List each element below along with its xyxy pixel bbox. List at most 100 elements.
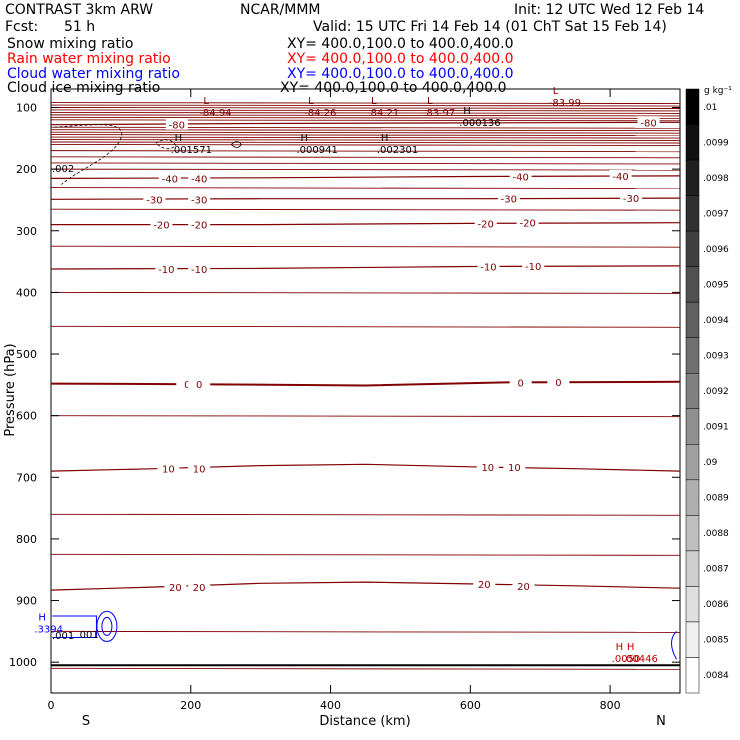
x-axis-title: Distance (km) xyxy=(319,714,410,729)
contour-label-bg xyxy=(188,172,211,184)
background-contour xyxy=(50,109,681,112)
contour-label: 10 xyxy=(193,465,206,476)
legend-cloudwater-label: Cloud water mixing ratio xyxy=(7,66,180,82)
cloudwater-contour xyxy=(96,610,118,642)
contour-label-bg xyxy=(637,116,660,128)
legend-snow-xy: XY= 400.0,100.0 to 400.0,400.0 xyxy=(287,36,514,52)
contour-line--20 xyxy=(51,222,681,226)
y-tick-label: 500 xyxy=(16,348,37,361)
contour-label: -20 xyxy=(478,219,494,230)
extreme-marker-H: H xyxy=(627,642,635,653)
cloudwater-contour xyxy=(101,616,113,636)
plot-frame xyxy=(50,88,681,694)
colorbar-label: .0098 xyxy=(703,174,729,184)
colorbar-swatch xyxy=(685,301,700,338)
legend-cloudice-label: Cloud ice mixing ratio xyxy=(7,80,161,96)
contour-line--80 xyxy=(50,121,681,126)
colorbar-unit: g kg⁻¹ xyxy=(704,86,732,96)
background-contour xyxy=(50,156,681,159)
colorbar-swatch xyxy=(685,657,700,694)
ice-contour xyxy=(231,141,242,148)
background-contour xyxy=(50,136,681,139)
contour-label-bg xyxy=(143,193,166,205)
extreme-marker-H: H xyxy=(38,612,46,623)
extreme-value: .001571 xyxy=(171,145,212,156)
colorbar-swatch xyxy=(685,372,700,410)
contour-label: 0 xyxy=(196,380,202,391)
org-label: NCAR/MMM xyxy=(240,2,321,18)
colorbar-swatch xyxy=(685,444,700,481)
colorbar-label: .0089 xyxy=(703,494,729,504)
background-contour xyxy=(50,667,681,670)
contour-label: -40 xyxy=(162,174,178,185)
extreme-value: -83.99 xyxy=(549,98,581,109)
colorbar-swatch xyxy=(685,159,700,196)
extreme-marker-H: H xyxy=(175,133,183,144)
colorbar-label: .0087 xyxy=(703,565,729,575)
colorbar-swatch xyxy=(685,586,700,623)
contour-label: 0 xyxy=(555,378,561,389)
contour-label: 20 xyxy=(478,580,491,591)
background-contour xyxy=(50,111,681,114)
extreme-marker-L: L xyxy=(371,96,377,107)
contour-label: -10 xyxy=(525,262,541,273)
colorbar-swatch xyxy=(685,124,700,161)
contour-label: -80 xyxy=(640,118,656,129)
extreme-value: .000941 xyxy=(296,145,337,156)
contour-label: -10 xyxy=(158,265,174,276)
background-contour xyxy=(50,245,681,248)
contour-label-bg xyxy=(503,460,526,472)
colorbar-swatch xyxy=(685,88,700,125)
contour-label-bg xyxy=(512,579,535,591)
y-tick-label: 200 xyxy=(16,163,37,176)
ice-contour-label: .001 xyxy=(52,631,74,642)
colorbar-label: .0096 xyxy=(703,245,729,255)
background-contour xyxy=(50,116,681,119)
background-contour xyxy=(50,119,681,122)
background-contour xyxy=(50,187,681,190)
legend-snow-label: Snow mixing ratio xyxy=(7,36,134,52)
contour-label: -30 xyxy=(623,194,639,205)
contour-label: -30 xyxy=(501,195,517,206)
colorbar-label: .0094 xyxy=(703,316,729,326)
contour-line-10 xyxy=(50,463,681,472)
contour-label: -20 xyxy=(519,219,535,230)
extreme-value: .0050 xyxy=(612,654,641,665)
contour-label-bg xyxy=(188,462,211,474)
colorbar-swatch xyxy=(685,479,700,516)
colorbar-label: .0099 xyxy=(703,138,729,148)
x-axis-right-end: N xyxy=(656,714,666,729)
y-tick-label: 100 xyxy=(16,101,37,114)
legend-cloudice-xy: XY= 400.0,100.0 to 400.0,400.0 xyxy=(280,80,507,96)
extreme-value: -84.21 xyxy=(367,108,399,119)
y-tick-label: 400 xyxy=(16,286,37,299)
cloudwater-contour xyxy=(671,631,677,660)
ice-contour-dashed xyxy=(54,124,123,185)
contour-line-20 xyxy=(50,581,681,591)
colorbar-swatch xyxy=(685,337,700,374)
y-tick-label: 800 xyxy=(16,533,37,546)
init-time: Init: 12 UTC Wed 12 Feb 14 xyxy=(514,2,705,18)
background-contour xyxy=(50,162,681,165)
background-contour xyxy=(50,114,681,117)
contour-label-bg xyxy=(157,462,180,474)
background-contour xyxy=(50,102,681,105)
contour-label-bg xyxy=(476,460,499,472)
contour-label: -20 xyxy=(153,221,169,232)
contour-label: -40 xyxy=(512,173,528,184)
colorbar-label: .0092 xyxy=(703,387,729,397)
contour-label: -10 xyxy=(480,263,496,274)
contour-label-bg xyxy=(474,217,497,229)
background-contour xyxy=(50,168,681,171)
background-contour xyxy=(50,513,681,516)
extreme-marker-L: L xyxy=(203,96,209,107)
y-tick-label: 600 xyxy=(16,410,37,423)
x-tick-label: 0 xyxy=(48,699,55,712)
contour-label: 20 xyxy=(193,583,206,594)
contour-label: 20 xyxy=(517,582,530,593)
y-tick-label: 1000 xyxy=(9,656,37,669)
extreme-value: -84.26 xyxy=(304,108,336,119)
colorbar-label: .0088 xyxy=(703,529,729,539)
background-contour xyxy=(50,553,681,556)
contour-label-bg xyxy=(509,170,532,182)
